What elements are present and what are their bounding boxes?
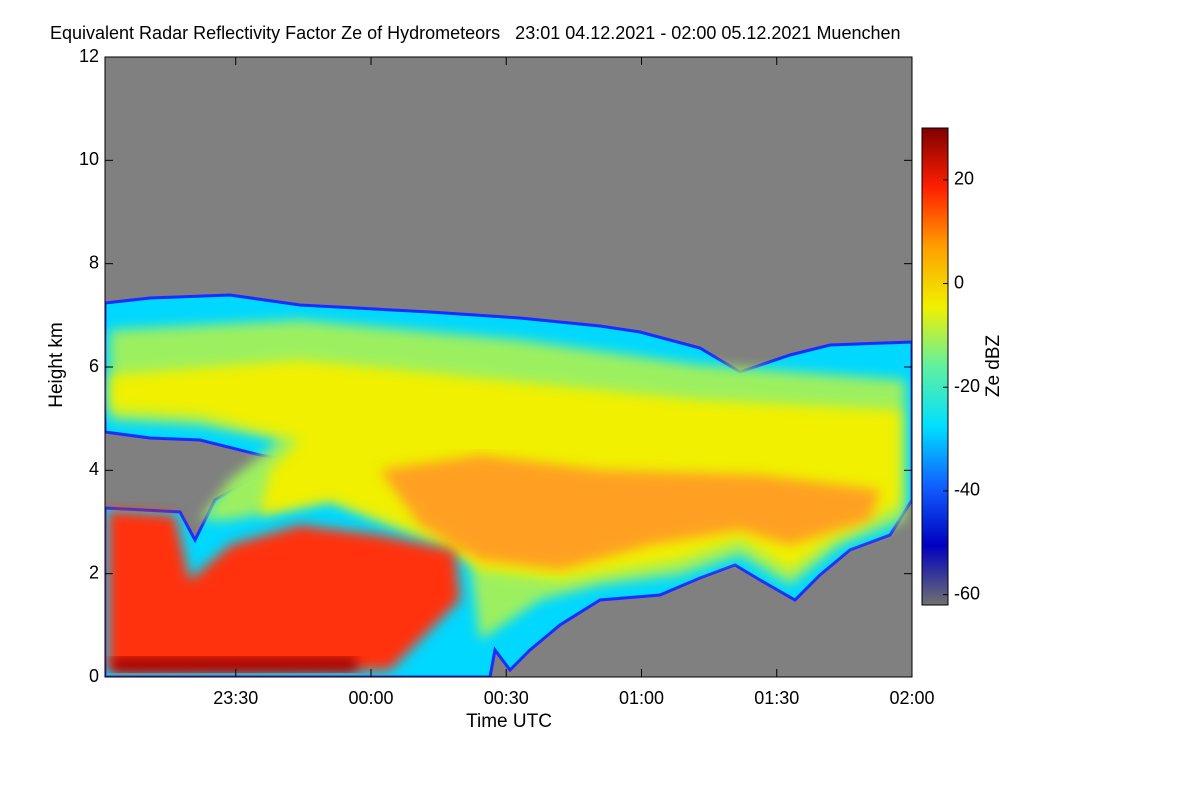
x-tick-label: 00:00 (348, 688, 393, 708)
colorbar-label: Ze dBZ (983, 334, 1004, 397)
x-tick-label: 02:00 (889, 688, 934, 708)
radar-field (105, 57, 912, 677)
colorbar-tick-label: -40 (954, 480, 980, 500)
y-tick-label: 2 (89, 562, 99, 582)
echo-intense (112, 657, 357, 672)
echo-strong (380, 455, 880, 570)
colorbar-tick-label: -60 (954, 583, 980, 603)
y-tick-label: 10 (79, 149, 99, 169)
x-tick-label: 23:30 (213, 688, 258, 708)
x-tick-label: 00:30 (484, 688, 529, 708)
echo-heavy (108, 510, 460, 672)
y-tick-label: 0 (89, 666, 99, 686)
y-axis-label: Height km (46, 322, 67, 408)
chart-title: Equivalent Radar Reflectivity Factor Ze … (50, 23, 901, 43)
x-tick-label: 01:00 (619, 688, 664, 708)
y-tick-label: 6 (89, 356, 99, 376)
x-tick-label: 01:30 (754, 688, 799, 708)
colorbar (921, 127, 949, 606)
y-tick-label: 4 (89, 459, 99, 479)
y-tick-label: 8 (89, 252, 99, 272)
colorbar-tick-label: -20 (954, 376, 980, 396)
y-tick-label: 12 (79, 46, 99, 66)
x-axis-label: Time UTC (466, 711, 552, 732)
colorbar-tick-label: 0 (954, 272, 964, 292)
colorbar-tick-label: 20 (954, 169, 974, 189)
